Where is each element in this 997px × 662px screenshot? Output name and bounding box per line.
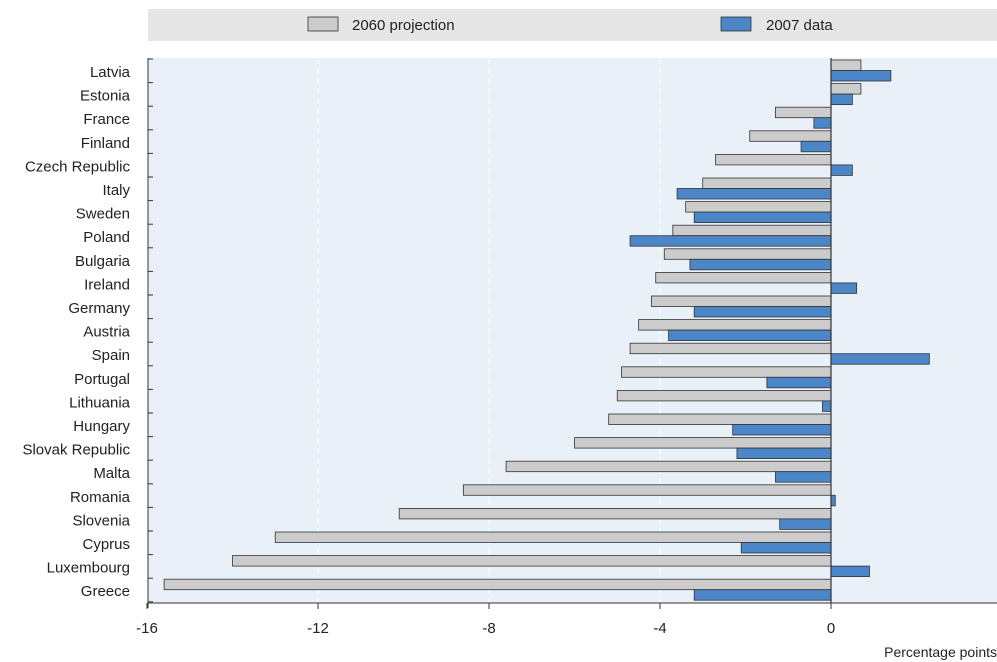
bar-2060-18 <box>462 484 832 496</box>
plot-area <box>148 58 997 603</box>
category-label: Malta <box>93 465 130 482</box>
bar-2060-3 <box>749 130 832 142</box>
bar-2007-11 <box>668 329 832 342</box>
bar-2060-19 <box>398 507 832 520</box>
bar-2007-5 <box>676 188 832 200</box>
category-label: Latvia <box>90 64 131 81</box>
bar-2007-8 <box>689 258 832 271</box>
x-tick-label: -8 <box>482 620 495 637</box>
legend-label-0: 2060 projection <box>352 17 455 34</box>
category-label: Sweden <box>76 206 130 223</box>
x-tick-label: -12 <box>307 620 329 637</box>
bar-2060-9 <box>655 271 832 284</box>
bar-2060-12 <box>629 342 832 355</box>
category-label: Lithuania <box>69 394 131 411</box>
bar-2060-2 <box>775 106 832 119</box>
category-label: Ireland <box>84 276 130 293</box>
category-label: Germany <box>68 300 130 317</box>
category-label: Portugal <box>74 371 130 388</box>
legend: 2060 projection 2007 data <box>307 16 833 34</box>
bar-2060-6 <box>685 201 832 213</box>
bar-2060-10 <box>651 295 832 307</box>
category-label: Italy <box>102 182 130 199</box>
category-label: Cyprus <box>82 536 130 553</box>
category-label: Greece <box>81 583 130 600</box>
legend-band <box>148 9 997 41</box>
category-label: Bulgaria <box>75 253 131 270</box>
bar-2060-20 <box>274 531 832 543</box>
bar-2007-6 <box>693 211 832 224</box>
bar-2060-22 <box>163 578 832 591</box>
bar-2060-5 <box>702 177 832 189</box>
bar-2060-0 <box>830 59 862 71</box>
bar-2060-8 <box>663 248 832 260</box>
bar-2007-4 <box>830 164 853 176</box>
category-label: Hungary <box>73 418 130 435</box>
bar-2060-11 <box>638 319 832 331</box>
bar-2007-21 <box>830 565 870 577</box>
bar-2007-2 <box>813 117 832 129</box>
legend-swatch-0 <box>307 16 339 32</box>
category-label: Slovenia <box>72 512 130 529</box>
bar-2007-16 <box>736 447 832 460</box>
bar-2060-1 <box>830 83 862 95</box>
bar-2007-17 <box>775 471 832 483</box>
bar-2060-21 <box>232 555 832 567</box>
bar-2007-1 <box>830 93 853 105</box>
bar-2007-22 <box>693 589 832 601</box>
category-label: Poland <box>83 229 130 246</box>
category-label: Austria <box>83 324 130 341</box>
category-axis: Latvia Estonia France Finland Czech Republic… <box>22 58 153 608</box>
bar-2007-14 <box>822 400 832 412</box>
bar-2007-13 <box>766 376 832 389</box>
bar-2060-17 <box>505 460 832 473</box>
category-label: Romania <box>70 489 131 506</box>
legend-label-1: 2007 data <box>766 17 833 34</box>
x-axis-label: Percentage points <box>884 644 997 660</box>
bar-2060-15 <box>608 413 832 425</box>
category-label: Luxembourg <box>47 560 130 577</box>
category-label: Estonia <box>80 88 131 105</box>
bar-2007-19 <box>779 518 832 530</box>
category-label: Finland <box>81 135 130 152</box>
bar-2060-4 <box>715 153 832 166</box>
x-tick-label: -4 <box>653 620 666 637</box>
value-axis: -16-12-8-404 <box>136 602 997 637</box>
bar-2007-9 <box>830 282 858 294</box>
bar-2007-18 <box>830 494 836 507</box>
bar-2060-13 <box>621 366 832 378</box>
x-tick-label: -16 <box>136 620 158 637</box>
bar-2007-10 <box>693 306 832 318</box>
bar-2007-12 <box>830 353 930 365</box>
legend-swatch-1 <box>720 16 752 32</box>
bar-2007-7 <box>629 235 832 247</box>
category-label: Slovak Republic <box>22 442 130 459</box>
bar-2007-0 <box>830 70 892 82</box>
bars <box>163 58 930 603</box>
category-label: Spain <box>92 347 130 364</box>
x-tick-label: 0 <box>827 620 835 637</box>
bar-2060-7 <box>672 224 832 237</box>
bar-2007-15 <box>732 424 832 436</box>
bar-2007-3 <box>800 140 832 153</box>
bar-2060-16 <box>574 437 832 449</box>
bar-2007-20 <box>740 542 832 554</box>
category-label: France <box>83 111 130 128</box>
category-label: Czech Republic <box>25 158 131 175</box>
bar-2060-14 <box>616 389 832 402</box>
